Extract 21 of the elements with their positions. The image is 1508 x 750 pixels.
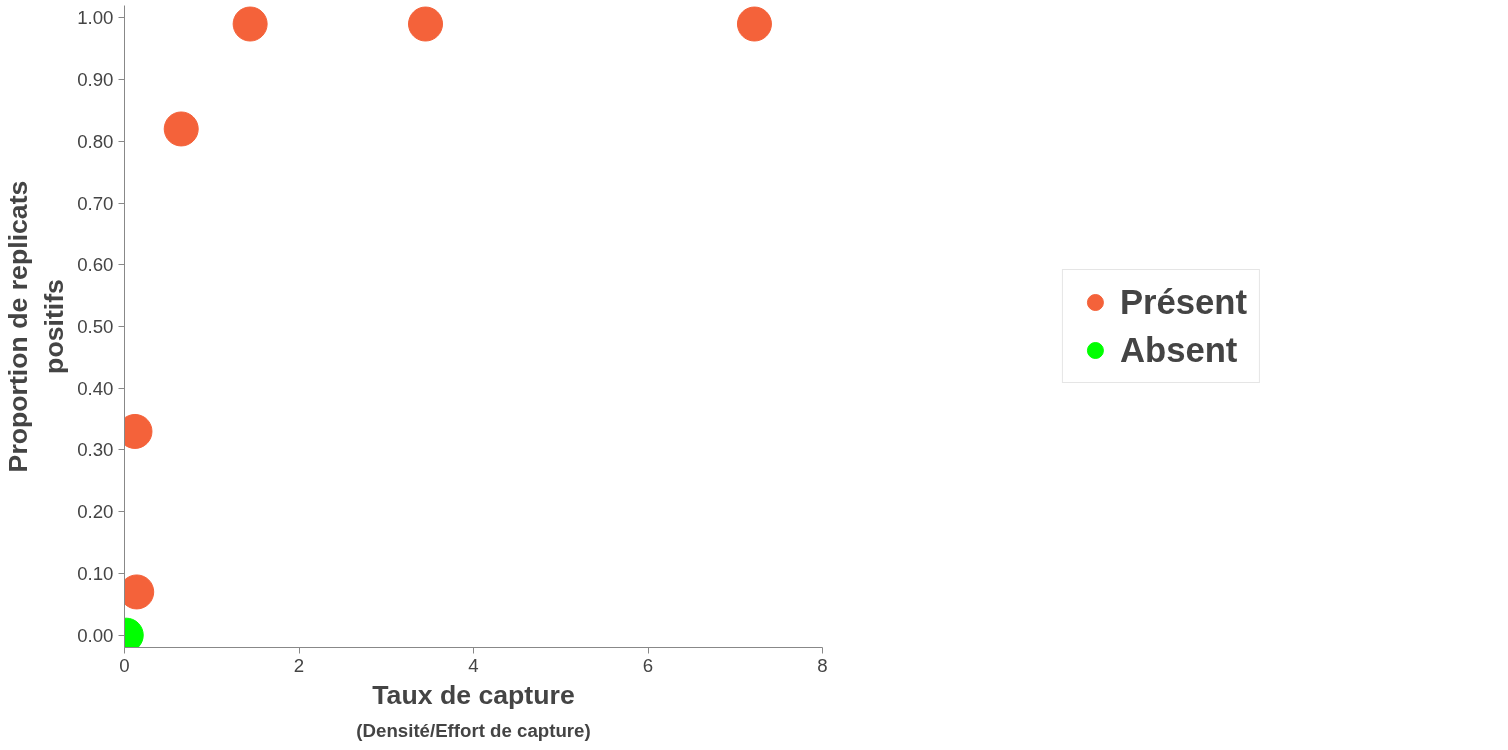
y-tick-label: 0.00 — [77, 624, 114, 646]
y-tick-label: 0.70 — [77, 192, 114, 214]
y-axis-title: Proportion de replicats positifs — [3, 180, 70, 473]
y-tick-label: 0.20 — [77, 501, 114, 523]
x-tick-label: 8 — [817, 654, 828, 676]
y-tick-label: 0.40 — [77, 377, 114, 399]
y-tick-label: 0.50 — [77, 316, 114, 337]
x-tick-label: 4 — [468, 654, 479, 676]
text: (Densité/Effort de capture) — [356, 719, 591, 741]
y-tick-label: 0.10 — [77, 562, 114, 584]
y-tick-label: 0.30 — [77, 439, 114, 461]
x-tick-label: 0 — [119, 654, 130, 676]
y-tick-label: 0.60 — [77, 254, 114, 276]
y-tick-label: 0.90 — [77, 69, 114, 91]
legend-label: Absent — [1119, 330, 1238, 370]
legend-label: Présent — [1119, 282, 1248, 322]
x-axis-title: Taux de capture — [372, 679, 575, 710]
y-tick-label: 1.00 — [77, 7, 114, 29]
x-tick-label: 2 — [293, 654, 305, 676]
x-tick-label: 6 — [642, 654, 654, 676]
y-tick-label: 0.80 — [77, 130, 114, 152]
